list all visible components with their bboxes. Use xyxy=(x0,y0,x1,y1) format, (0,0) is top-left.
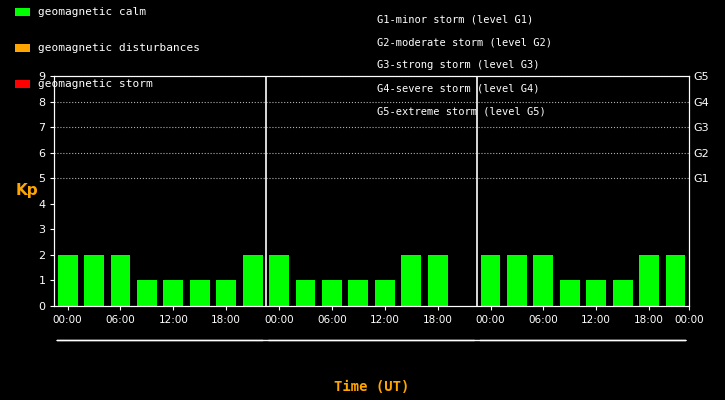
Bar xyxy=(428,255,447,306)
Bar xyxy=(481,255,500,306)
Bar xyxy=(84,255,104,306)
Bar xyxy=(190,280,210,306)
Text: geomagnetic storm: geomagnetic storm xyxy=(38,79,152,89)
Bar xyxy=(243,255,262,306)
Bar xyxy=(402,255,421,306)
Bar xyxy=(269,255,289,306)
Bar xyxy=(163,280,183,306)
Bar xyxy=(639,255,659,306)
Bar xyxy=(296,280,315,306)
Bar xyxy=(58,255,78,306)
Bar xyxy=(322,280,341,306)
Bar xyxy=(137,280,157,306)
Bar xyxy=(666,255,685,306)
Bar xyxy=(534,255,553,306)
Bar xyxy=(216,280,236,306)
Bar xyxy=(375,280,394,306)
Bar xyxy=(587,280,606,306)
Text: G1-minor storm (level G1): G1-minor storm (level G1) xyxy=(377,14,534,24)
Text: G5-extreme storm (level G5): G5-extreme storm (level G5) xyxy=(377,107,546,117)
Text: G2-moderate storm (level G2): G2-moderate storm (level G2) xyxy=(377,37,552,47)
Y-axis label: Kp: Kp xyxy=(16,184,38,198)
Text: G3-strong storm (level G3): G3-strong storm (level G3) xyxy=(377,60,539,70)
Text: Time (UT): Time (UT) xyxy=(334,380,409,394)
Bar xyxy=(507,255,527,306)
Text: G4-severe storm (level G4): G4-severe storm (level G4) xyxy=(377,84,539,94)
Bar xyxy=(349,280,368,306)
Text: geomagnetic calm: geomagnetic calm xyxy=(38,7,146,17)
Bar xyxy=(560,280,580,306)
Bar xyxy=(110,255,130,306)
Text: geomagnetic disturbances: geomagnetic disturbances xyxy=(38,43,199,53)
Bar xyxy=(613,280,633,306)
